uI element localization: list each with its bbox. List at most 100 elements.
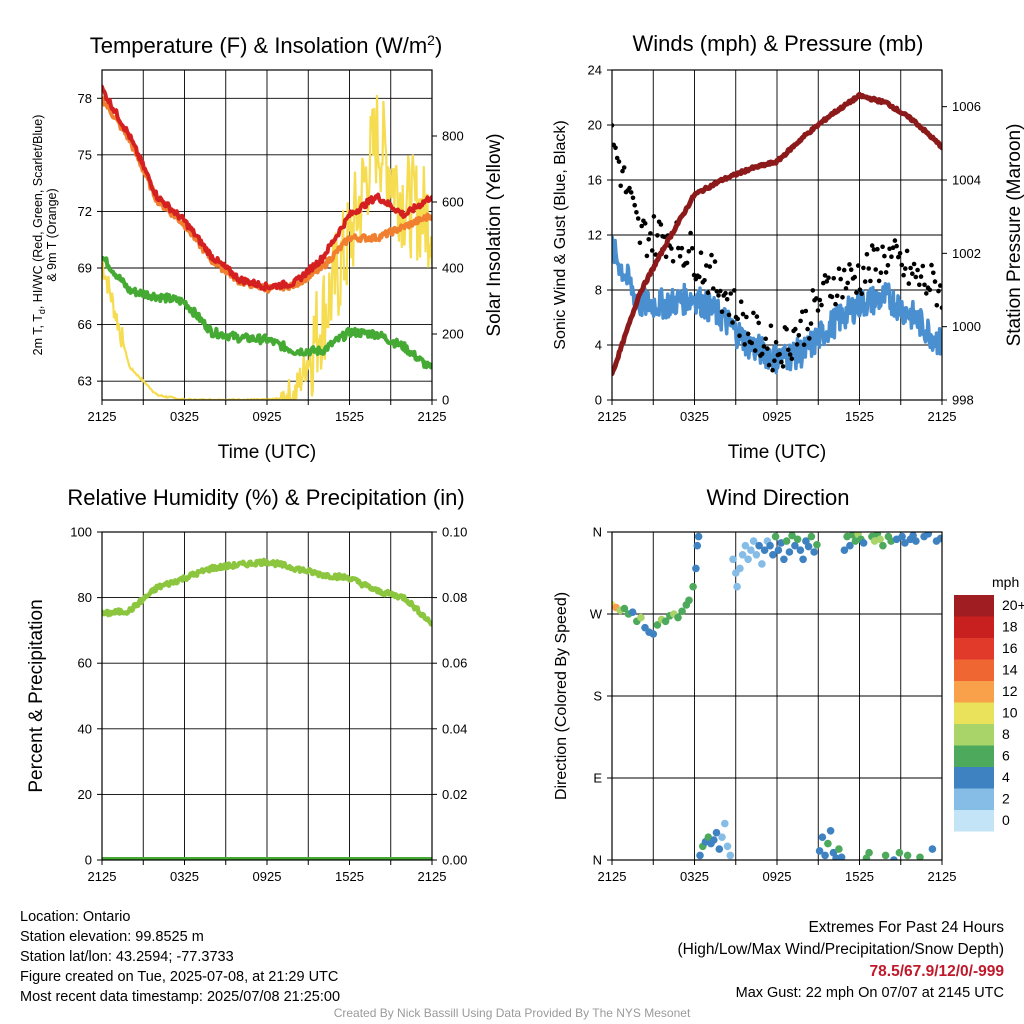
direction-point	[755, 541, 763, 550]
gust-point	[749, 340, 754, 346]
gust-point	[808, 321, 814, 326]
rh-panel-title: Relative Humidity (%) & Precipitation (i…	[67, 485, 464, 510]
colorbar-swatch	[954, 638, 994, 660]
direction-point	[835, 845, 843, 853]
y-tick-label: 40	[78, 721, 92, 736]
direction-point	[715, 845, 724, 853]
x-tick-label: 1525	[845, 409, 874, 424]
gust-point	[745, 331, 751, 337]
x-tick-label: 0925	[763, 409, 792, 424]
x-tick-label: 1525	[335, 409, 364, 424]
direction-point	[813, 541, 821, 549]
direction-point	[859, 539, 868, 547]
gust-point	[663, 254, 669, 260]
gust-point	[772, 358, 777, 364]
y-tick-label: N	[593, 525, 602, 540]
y-tick-label: 8	[595, 283, 602, 298]
direction-point	[766, 541, 774, 550]
gust-point	[834, 293, 840, 299]
y2-tick-label: 400	[442, 261, 464, 276]
gust-point	[639, 223, 644, 229]
direction-point	[796, 546, 805, 554]
gust-point	[780, 364, 786, 369]
gust-point	[662, 234, 667, 240]
colorbar-label: 4	[1002, 769, 1010, 785]
colorbar-swatch	[954, 767, 994, 789]
y2-tick-label: 0.06	[442, 656, 467, 671]
gust-point	[690, 246, 695, 251]
gust-point	[915, 267, 920, 273]
direction-point	[912, 537, 920, 545]
gust-point	[885, 263, 891, 268]
gust-point	[831, 276, 836, 281]
gust-point	[632, 202, 637, 208]
direction-point	[846, 541, 854, 550]
gust-point	[815, 308, 821, 313]
gust-point	[852, 274, 857, 280]
colorbar-label: 18	[1002, 619, 1018, 635]
y-tick-label: 24	[588, 63, 602, 78]
y-tick-label: 20	[78, 787, 92, 802]
direction-point	[793, 535, 802, 544]
gust-point	[890, 245, 896, 250]
gust-point	[789, 356, 795, 362]
gust-point	[796, 333, 802, 338]
gust-point	[779, 359, 784, 365]
colorbar-label: 20+	[1002, 597, 1024, 613]
gust-point	[803, 308, 809, 314]
gust-point	[697, 274, 702, 280]
gust-point	[711, 286, 716, 291]
direction-point	[936, 534, 942, 543]
gust-point	[637, 240, 643, 246]
colorbar-label: 6	[1002, 748, 1010, 764]
direction-point	[807, 532, 816, 541]
direction-point	[741, 541, 750, 550]
x-tick-label: 0925	[253, 869, 282, 884]
gust-point	[882, 253, 887, 259]
x-tick-label: 0325	[680, 869, 709, 884]
temp-right-axis-title: Solar Insolation (Yellow)	[484, 133, 505, 336]
gust-point	[906, 281, 912, 286]
direction-point	[620, 604, 629, 613]
y-tick-label: 20	[588, 118, 602, 133]
y-tick-label: 75	[78, 147, 92, 162]
gust-point	[751, 310, 756, 316]
direction-point	[901, 539, 909, 547]
gust-point	[824, 279, 830, 284]
gust-point	[889, 254, 894, 259]
gust-point	[765, 346, 770, 351]
x-tick-label: 1525	[335, 869, 364, 884]
direction-point	[832, 854, 840, 860]
gust-point	[929, 262, 934, 268]
gust-point	[649, 248, 655, 253]
gust-point	[724, 297, 730, 302]
colorbar-swatch	[954, 724, 994, 746]
recent-data-text: Most recent data timestamp: 2025/07/08 2…	[20, 989, 341, 1005]
gust-point	[761, 344, 767, 349]
y2-tick-label: 998	[952, 393, 974, 408]
direction-point	[749, 537, 758, 545]
gust-point	[768, 323, 774, 329]
gust-point	[655, 233, 660, 238]
direction-point	[876, 535, 884, 544]
location-text: Location: Ontario	[20, 909, 131, 925]
direction-point	[661, 617, 670, 626]
y2-tick-label: 0.00	[442, 853, 467, 868]
gust-point	[784, 326, 789, 332]
extremes-title: Extremes For Past 24 Hours	[808, 919, 1004, 936]
direction-point	[924, 532, 933, 538]
direction-point	[826, 827, 835, 835]
gust-point	[899, 262, 905, 268]
gust-point	[903, 266, 908, 271]
gust-point	[892, 238, 898, 243]
direction-point	[879, 541, 887, 550]
y-tick-label: 69	[78, 261, 92, 276]
direction-point	[837, 853, 846, 860]
series-station-pressure	[612, 91, 942, 377]
colorbar-swatch	[954, 595, 994, 617]
gust-point	[702, 278, 707, 283]
gust-point	[642, 221, 648, 226]
colorbar-label: 12	[1002, 683, 1018, 699]
direction-point	[780, 555, 788, 564]
gust-point	[848, 267, 854, 273]
